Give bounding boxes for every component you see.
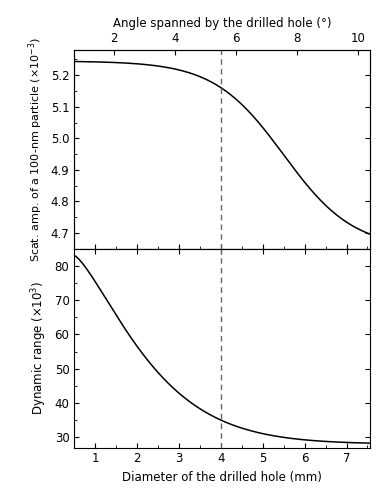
Y-axis label: Scat. amp. of a 100-nm particle ($\times$10$^{-3}$): Scat. amp. of a 100-nm particle ($\times… <box>27 37 45 262</box>
X-axis label: Angle spanned by the drilled hole (°): Angle spanned by the drilled hole (°) <box>113 16 331 30</box>
X-axis label: Diameter of the drilled hole (mm): Diameter of the drilled hole (mm) <box>122 471 322 484</box>
Y-axis label: Dynamic range ($\times$10$^{3}$): Dynamic range ($\times$10$^{3}$) <box>29 281 49 415</box>
